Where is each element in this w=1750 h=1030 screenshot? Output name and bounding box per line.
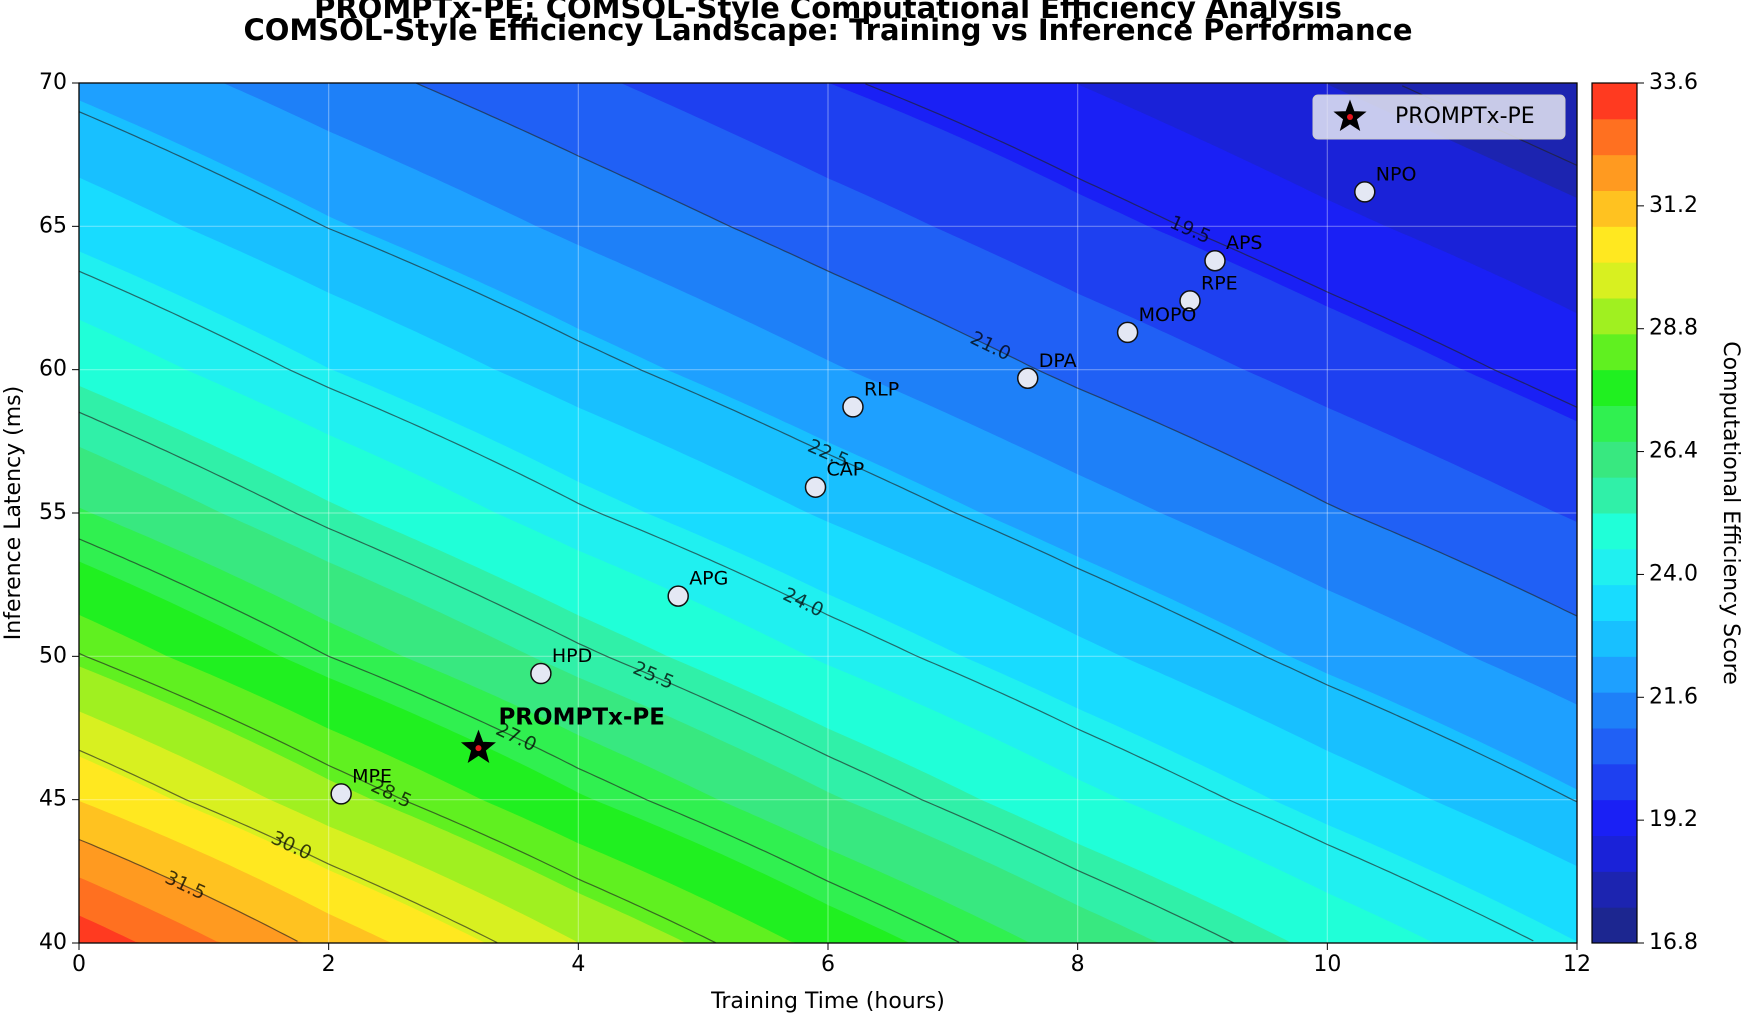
colorbar-band xyxy=(1592,799,1637,836)
x-tick-label: 10 xyxy=(1313,952,1341,977)
method-point xyxy=(330,783,352,805)
colorbar-band xyxy=(1592,190,1637,227)
x-tick-label: 2 xyxy=(322,952,336,977)
x-tick-label: 12 xyxy=(1563,952,1591,977)
colorbar-band xyxy=(1592,118,1637,156)
contour-line xyxy=(79,749,498,943)
colorbar-band xyxy=(1592,441,1637,478)
method-point xyxy=(1179,290,1201,312)
colorbar-band xyxy=(1592,692,1637,729)
colorbar-tick-label: 26.4 xyxy=(1649,439,1698,464)
colorbar-tick-label: 28.8 xyxy=(1649,316,1698,341)
colorbar-band xyxy=(1592,584,1637,621)
x-axis-label: Training Time (hours) xyxy=(710,989,945,1014)
star-center xyxy=(475,745,482,752)
method-point xyxy=(804,476,827,498)
y-tick-label: 70 xyxy=(39,70,67,95)
method-point xyxy=(1204,249,1226,272)
contour-line xyxy=(415,83,1577,617)
colorbar-band xyxy=(1592,548,1637,586)
colorbar-tick-label: 21.6 xyxy=(1649,684,1698,709)
legend-box xyxy=(1312,94,1566,140)
colorbar-tick-label: 31.2 xyxy=(1649,193,1698,218)
contour-line xyxy=(865,83,1577,408)
method-point xyxy=(842,396,864,418)
x-tick-label: 8 xyxy=(1071,952,1085,977)
colorbar-band xyxy=(1592,369,1637,406)
contour-line xyxy=(79,838,298,942)
method-label: MOPO xyxy=(1139,304,1197,326)
colorbar-band xyxy=(1592,477,1637,514)
colorbar-band xyxy=(1592,154,1637,191)
legend: PROMPTx-PE xyxy=(1312,94,1566,140)
method-label: HPD xyxy=(552,645,592,667)
colorbar-tick-label: 19.2 xyxy=(1649,807,1698,832)
contour-line xyxy=(79,111,1577,803)
contour-band xyxy=(79,83,1577,423)
method-label: NPO xyxy=(1376,163,1417,185)
contour-band xyxy=(79,839,1577,943)
colorbar-band xyxy=(1592,907,1637,944)
colorbar-band xyxy=(1592,83,1637,120)
colorbar-tick-label: 24.0 xyxy=(1649,561,1698,586)
plot-area: 19.521.022.524.025.527.028.530.031.5 xyxy=(79,83,1577,943)
legend-marker-center xyxy=(1347,114,1353,120)
contour-line xyxy=(79,411,1234,943)
method-label: CAP xyxy=(827,459,865,481)
colorbar-band xyxy=(1592,298,1637,335)
contour-band xyxy=(79,83,1577,523)
method-point xyxy=(1016,367,1039,390)
y-axis-label: Inference Latency (ms) xyxy=(1,386,26,640)
colorbar-band xyxy=(1592,871,1637,908)
colorbar-band xyxy=(1592,656,1637,693)
method-label: DPA xyxy=(1039,350,1077,372)
method-point xyxy=(530,662,552,685)
colorbar-frame xyxy=(1591,82,1638,944)
chart-title: PROMPTx-PE: COMSOL-Style Computational E… xyxy=(314,0,1342,25)
method-label: APS xyxy=(1226,232,1263,254)
colorbar-band xyxy=(1592,513,1637,550)
y-tick-label: 50 xyxy=(39,643,67,668)
method-point xyxy=(667,585,689,607)
contour-line xyxy=(79,538,960,943)
x-tick-label: 0 xyxy=(72,952,86,977)
colorbar-tick-label: 33.6 xyxy=(1649,70,1698,95)
colorbar-tick-label: 16.8 xyxy=(1649,930,1698,955)
contour-line xyxy=(79,270,1534,942)
y-tick-label: 40 xyxy=(39,930,67,955)
colorbar-band xyxy=(1592,226,1637,263)
colorbar-band xyxy=(1592,763,1637,801)
legend-label: PROMPTx-PE xyxy=(1395,104,1535,129)
colorbar-band xyxy=(1592,835,1637,872)
contour-line xyxy=(79,652,716,943)
annotation: PROMPTx-PE xyxy=(498,705,665,731)
contour-band xyxy=(79,711,1577,943)
method-point xyxy=(1116,321,1139,344)
colorbar-band xyxy=(1592,333,1637,371)
method-point xyxy=(1354,181,1376,203)
colorbar-band xyxy=(1592,262,1637,299)
y-tick-label: 60 xyxy=(39,357,67,382)
chart-subtitle: COMSOL-Style Efficiency Landscape: Train… xyxy=(244,13,1413,47)
y-tick-label: 45 xyxy=(39,787,67,812)
method-label: MPE xyxy=(352,765,392,787)
y-tick-label: 65 xyxy=(39,213,67,238)
method-label: RLP xyxy=(864,378,899,400)
x-tick-label: 4 xyxy=(571,952,585,977)
x-tick-label: 6 xyxy=(821,952,835,977)
y-tick-label: 55 xyxy=(39,500,67,525)
colorbar-band xyxy=(1592,728,1637,765)
method-label: APG xyxy=(689,568,728,590)
colorbar-band xyxy=(1592,620,1637,657)
method-label: RPE xyxy=(1201,272,1238,294)
colorbar-band xyxy=(1592,405,1637,442)
colorbar-label: Computational Efficiency Score xyxy=(1718,341,1743,685)
